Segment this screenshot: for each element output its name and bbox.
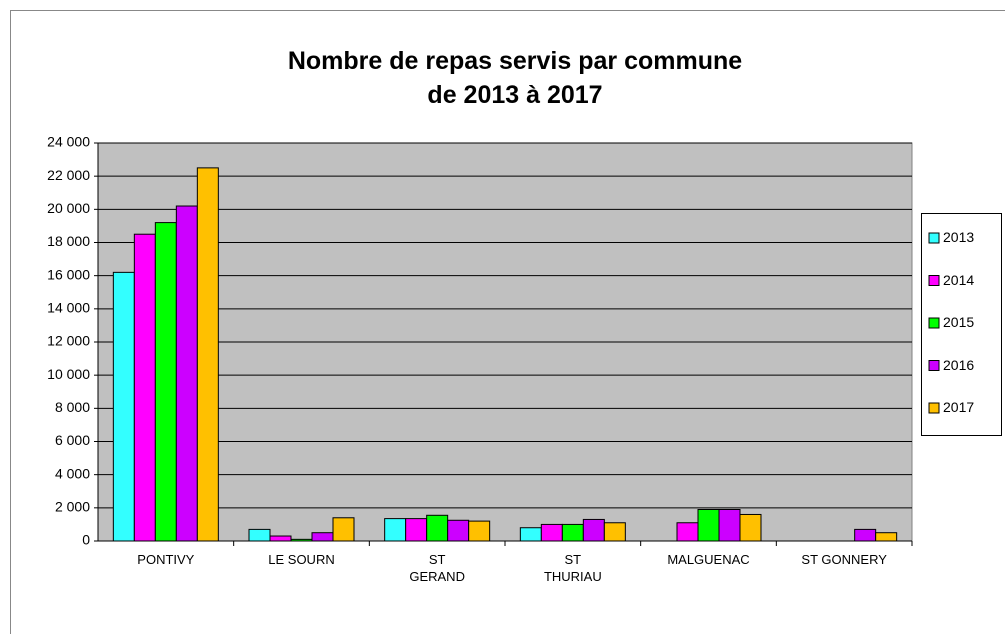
y-tick-label: 22 000 [47, 167, 90, 183]
x-tick-label: ST THURIAU [543, 552, 602, 584]
bar [561, 523, 584, 542]
y-tick-label: 20 000 [47, 200, 90, 216]
bar [269, 535, 292, 542]
legend-swatch [928, 232, 940, 244]
bar [175, 205, 198, 542]
bar [405, 518, 428, 542]
bar [447, 519, 470, 542]
bar [875, 532, 898, 542]
x-tick-label: ST GERAND [409, 552, 465, 584]
legend-label: 2013 [943, 229, 975, 245]
y-tick-label: 24 000 [47, 134, 90, 150]
y-tick-label: 2 000 [55, 499, 90, 515]
y-tick-label: 12 000 [47, 333, 90, 349]
legend-label: 2017 [943, 399, 975, 415]
legend-swatch [928, 402, 940, 414]
bar [154, 222, 177, 542]
bar [248, 528, 271, 542]
legend-label: 2016 [943, 356, 975, 373]
y-tick-label: 0 [82, 532, 90, 548]
x-tick-label: ST GONNERY [801, 552, 887, 567]
y-tick-label: 14 000 [47, 300, 90, 316]
x-tick-label: LE SOURN [268, 552, 335, 567]
bar [697, 508, 720, 542]
bar [133, 233, 156, 542]
legend-swatch [928, 275, 940, 286]
y-tick-label: 10 000 [47, 366, 90, 382]
bar [426, 514, 449, 542]
bar [468, 520, 491, 542]
bar [739, 513, 762, 542]
y-tick-label: 6 000 [55, 432, 90, 448]
bar [112, 271, 135, 542]
bar [603, 522, 626, 542]
y-tick-label: 8 000 [55, 399, 90, 415]
x-tick-label: MALGUENAC [667, 552, 750, 567]
bar [540, 523, 563, 542]
y-tick-label: 4 000 [55, 465, 90, 481]
legend-swatch [928, 317, 940, 329]
legend-label: 2014 [943, 271, 975, 288]
bar [718, 508, 741, 542]
x-tick-label: PONTIVY [137, 552, 195, 567]
bar [332, 517, 355, 542]
legend-swatch [928, 360, 940, 371]
bar [290, 538, 313, 542]
y-tick-label: 16 000 [47, 266, 90, 282]
legend-label: 2015 [943, 314, 975, 330]
bar [519, 527, 542, 542]
bar [676, 522, 699, 542]
chart-frame [10, 10, 1005, 634]
bar [384, 518, 407, 542]
chart-title: Nombre de repas servis par commune de 20… [287, 47, 743, 109]
bar [196, 167, 219, 542]
y-tick-label: 18 000 [47, 233, 90, 249]
bar [311, 532, 334, 542]
bar [582, 518, 605, 542]
bar [854, 528, 877, 542]
